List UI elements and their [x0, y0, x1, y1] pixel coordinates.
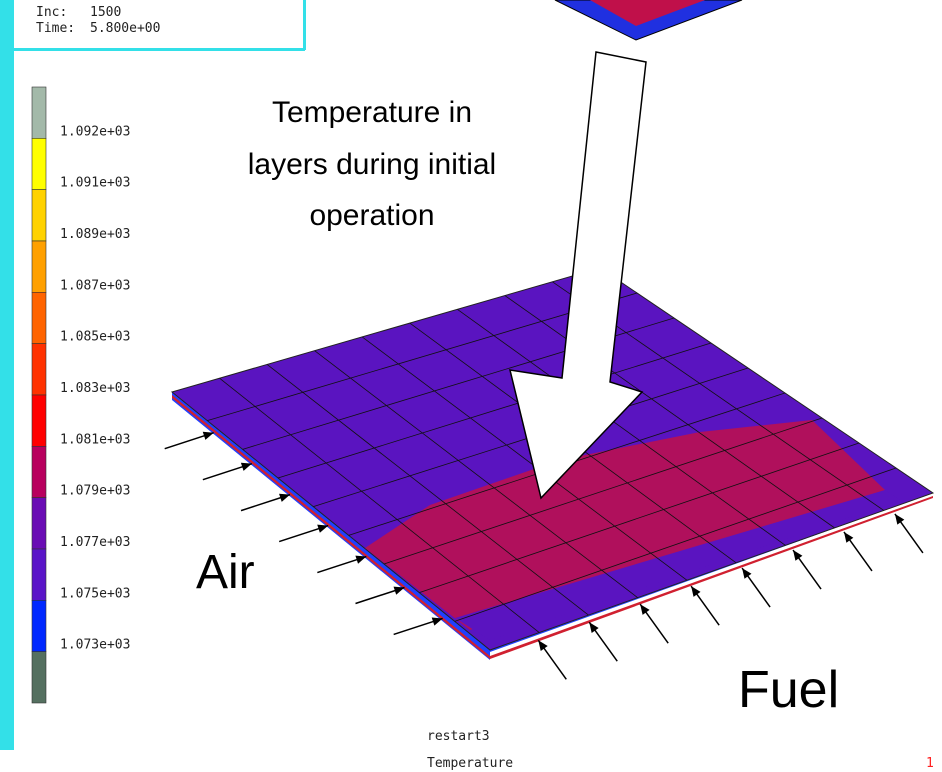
flow-arrowhead — [844, 532, 853, 543]
legend-band — [32, 498, 46, 549]
legend-label: 1.083e+03 — [60, 381, 130, 396]
legend-label: 1.092e+03 — [60, 124, 130, 139]
time-label: Time: — [36, 21, 75, 36]
legend-band — [32, 549, 46, 600]
flow-arrowhead — [742, 568, 751, 579]
time-value: 5.800e+00 — [90, 21, 160, 36]
flow-arrowhead — [691, 586, 700, 597]
annotation-line: layers during initial — [248, 148, 496, 181]
legend-label: 1.087e+03 — [60, 278, 130, 293]
legend-band — [32, 600, 46, 651]
flow-arrowhead — [432, 618, 443, 626]
annotation-line: operation — [309, 199, 434, 232]
viewport: Inc: 1500 Time: 5.800e+00 1.092e+03 1.091… — [0, 0, 942, 772]
header-separator — [303, 0, 306, 50]
flow-arrowhead — [538, 640, 547, 651]
legend-band — [32, 138, 46, 189]
inc-label: Inc: — [36, 5, 67, 20]
variable-name: Temperature — [427, 756, 513, 771]
flow-arrowhead — [394, 587, 405, 595]
legend-label: 1.081e+03 — [60, 432, 130, 447]
flow-arrowhead — [589, 622, 598, 633]
legend-label: 1.089e+03 — [60, 227, 130, 242]
screenshot: Inc: 1500 Time: 5.800e+00 1.092e+03 1.091… — [0, 0, 942, 772]
flow-arrowhead — [317, 525, 328, 533]
frame-number: 1 — [926, 756, 934, 771]
flow-arrowhead — [895, 514, 904, 525]
legend-band — [32, 190, 46, 241]
legend-label: 1.075e+03 — [60, 586, 130, 601]
legend-band — [32, 87, 46, 138]
legend-label: 1.073e+03 — [60, 638, 130, 653]
job-name: restart3 — [427, 729, 490, 744]
color-legend: 1.092e+03 1.091e+03 1.089e+03 1.087e+03 1.08… — [32, 87, 130, 703]
legend-band — [32, 395, 46, 446]
flow-arrowhead — [793, 550, 802, 561]
legend-band — [32, 241, 46, 292]
legend-label: 1.091e+03 — [60, 176, 130, 191]
legend-band — [32, 292, 46, 343]
header-separator — [0, 48, 305, 51]
legend-label: 1.085e+03 — [60, 330, 130, 345]
flow-arrowhead — [640, 604, 649, 615]
flow-arrowhead — [279, 494, 290, 502]
inc-value: 1500 — [90, 5, 121, 20]
fuel-label: Fuel — [738, 661, 839, 719]
legend-label: 1.077e+03 — [60, 535, 130, 550]
flow-arrowhead — [355, 556, 366, 564]
side-border — [0, 0, 14, 750]
flow-arrowhead — [241, 463, 252, 471]
legend-label: 1.079e+03 — [60, 484, 130, 499]
air-label: Air — [196, 546, 255, 599]
flow-arrowhead — [203, 432, 214, 440]
legend-band — [32, 652, 46, 703]
annotation-line: Temperature in — [272, 96, 472, 129]
legend-band — [32, 446, 46, 497]
legend-band — [32, 344, 46, 395]
